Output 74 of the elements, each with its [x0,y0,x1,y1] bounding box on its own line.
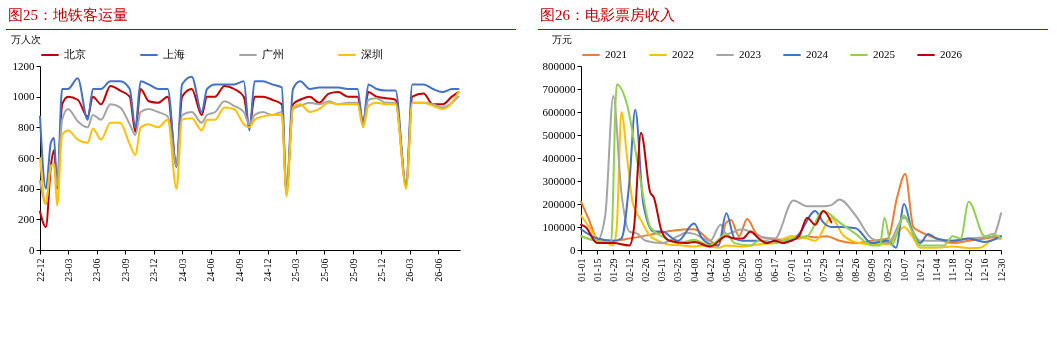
y-tick-label: 800000 [542,59,576,72]
x-tick-label: 09-23 [882,258,894,282]
x-tick-label: 24-12 [262,258,274,282]
y-tick-label: 500000 [542,128,576,141]
x-tick-label: 07-01 [785,258,797,282]
x-tick-label: 25-12 [375,258,387,282]
x-tick-label: 23-09 [119,258,131,282]
y-tick-label: 0 [29,243,35,256]
x-tick-label: 07-29 [817,258,829,282]
x-tick-label: 06-03 [753,258,765,282]
x-tick-label: 02-26 [640,258,652,282]
x-tick-label: 09-09 [866,258,878,282]
y-axis-title: 万元 [551,33,572,45]
x-tick-label: 12-02 [963,258,975,282]
y-tick-label: 800 [18,120,35,133]
y-tick-label: 100000 [542,220,576,233]
legend-label: 2025 [873,48,896,60]
legend-label: 北京 [64,48,86,60]
x-tick-label: 23-12 [148,258,160,282]
legend-label: 2021 [605,48,627,60]
x-tick-label: 04-08 [688,258,700,282]
x-tick-label: 23-06 [91,258,103,282]
x-tick-label: 12-30 [995,258,1007,282]
x-tick-label: 26-06 [432,258,444,282]
x-tick-label: 03-11 [656,258,668,282]
x-tick-label: 25-03 [290,258,302,282]
x-tick-label: 08-26 [850,258,862,282]
chart-title: 图25：地铁客运量 [6,4,516,30]
x-tick-label: 11-18 [947,258,959,282]
legend-label: 2024 [806,48,829,60]
y-tick-label: 0 [570,243,576,256]
y-tick-label: 300000 [542,174,576,187]
x-tick-label: 24-03 [176,258,188,282]
x-tick-label: 12-16 [979,258,991,282]
x-tick-label: 10-07 [898,258,910,282]
x-tick-label: 01-29 [607,258,619,282]
x-tick-label: 07-15 [801,258,813,282]
x-tick-label: 02-12 [623,258,635,282]
x-tick-label: 24-06 [205,258,217,282]
y-tick-label: 200000 [542,197,576,210]
x-tick-label: 08-12 [833,258,845,282]
legend-label: 2026 [940,48,963,60]
chart-title: 图26：电影票房收入 [538,4,1048,30]
y-tick-label: 700000 [542,82,576,95]
line-series [580,173,1002,247]
y-tick-label: 400000 [542,151,576,164]
x-tick-label: 22-12 [34,258,46,282]
x-tick-label: 01-01 [575,258,587,282]
y-tick-label: 1000 [12,90,35,103]
x-tick-label: 23-03 [62,258,74,282]
y-tick-label: 200 [18,212,35,225]
legend-label: 广州 [262,48,284,60]
x-tick-label: 03-25 [672,258,684,282]
x-tick-label: 06-17 [769,258,781,282]
x-tick-label: 04-22 [704,258,716,282]
legend-label: 上海 [163,48,185,60]
x-tick-label: 01-15 [591,258,603,282]
y-tick-label: 400 [18,182,35,195]
legend-label: 深圳 [361,48,383,60]
x-tick-label: 05-06 [720,258,732,282]
x-tick-label: 26-03 [404,258,416,282]
legend-label: 2023 [739,48,762,60]
line-series [580,131,833,248]
x-tick-label: 25-09 [347,258,359,282]
y-axis-title: 万人次 [10,33,41,45]
x-tick-label: 11-04 [930,258,942,282]
legend-label: 2022 [672,48,694,60]
y-tick-label: 600 [18,151,35,164]
x-tick-label: 25-06 [318,258,330,282]
x-tick-label: 24-09 [233,258,245,282]
y-tick-label: 1200 [12,59,35,72]
x-tick-label: 10-21 [914,258,926,282]
y-tick-label: 600000 [542,105,576,118]
x-tick-label: 05-20 [737,258,749,282]
